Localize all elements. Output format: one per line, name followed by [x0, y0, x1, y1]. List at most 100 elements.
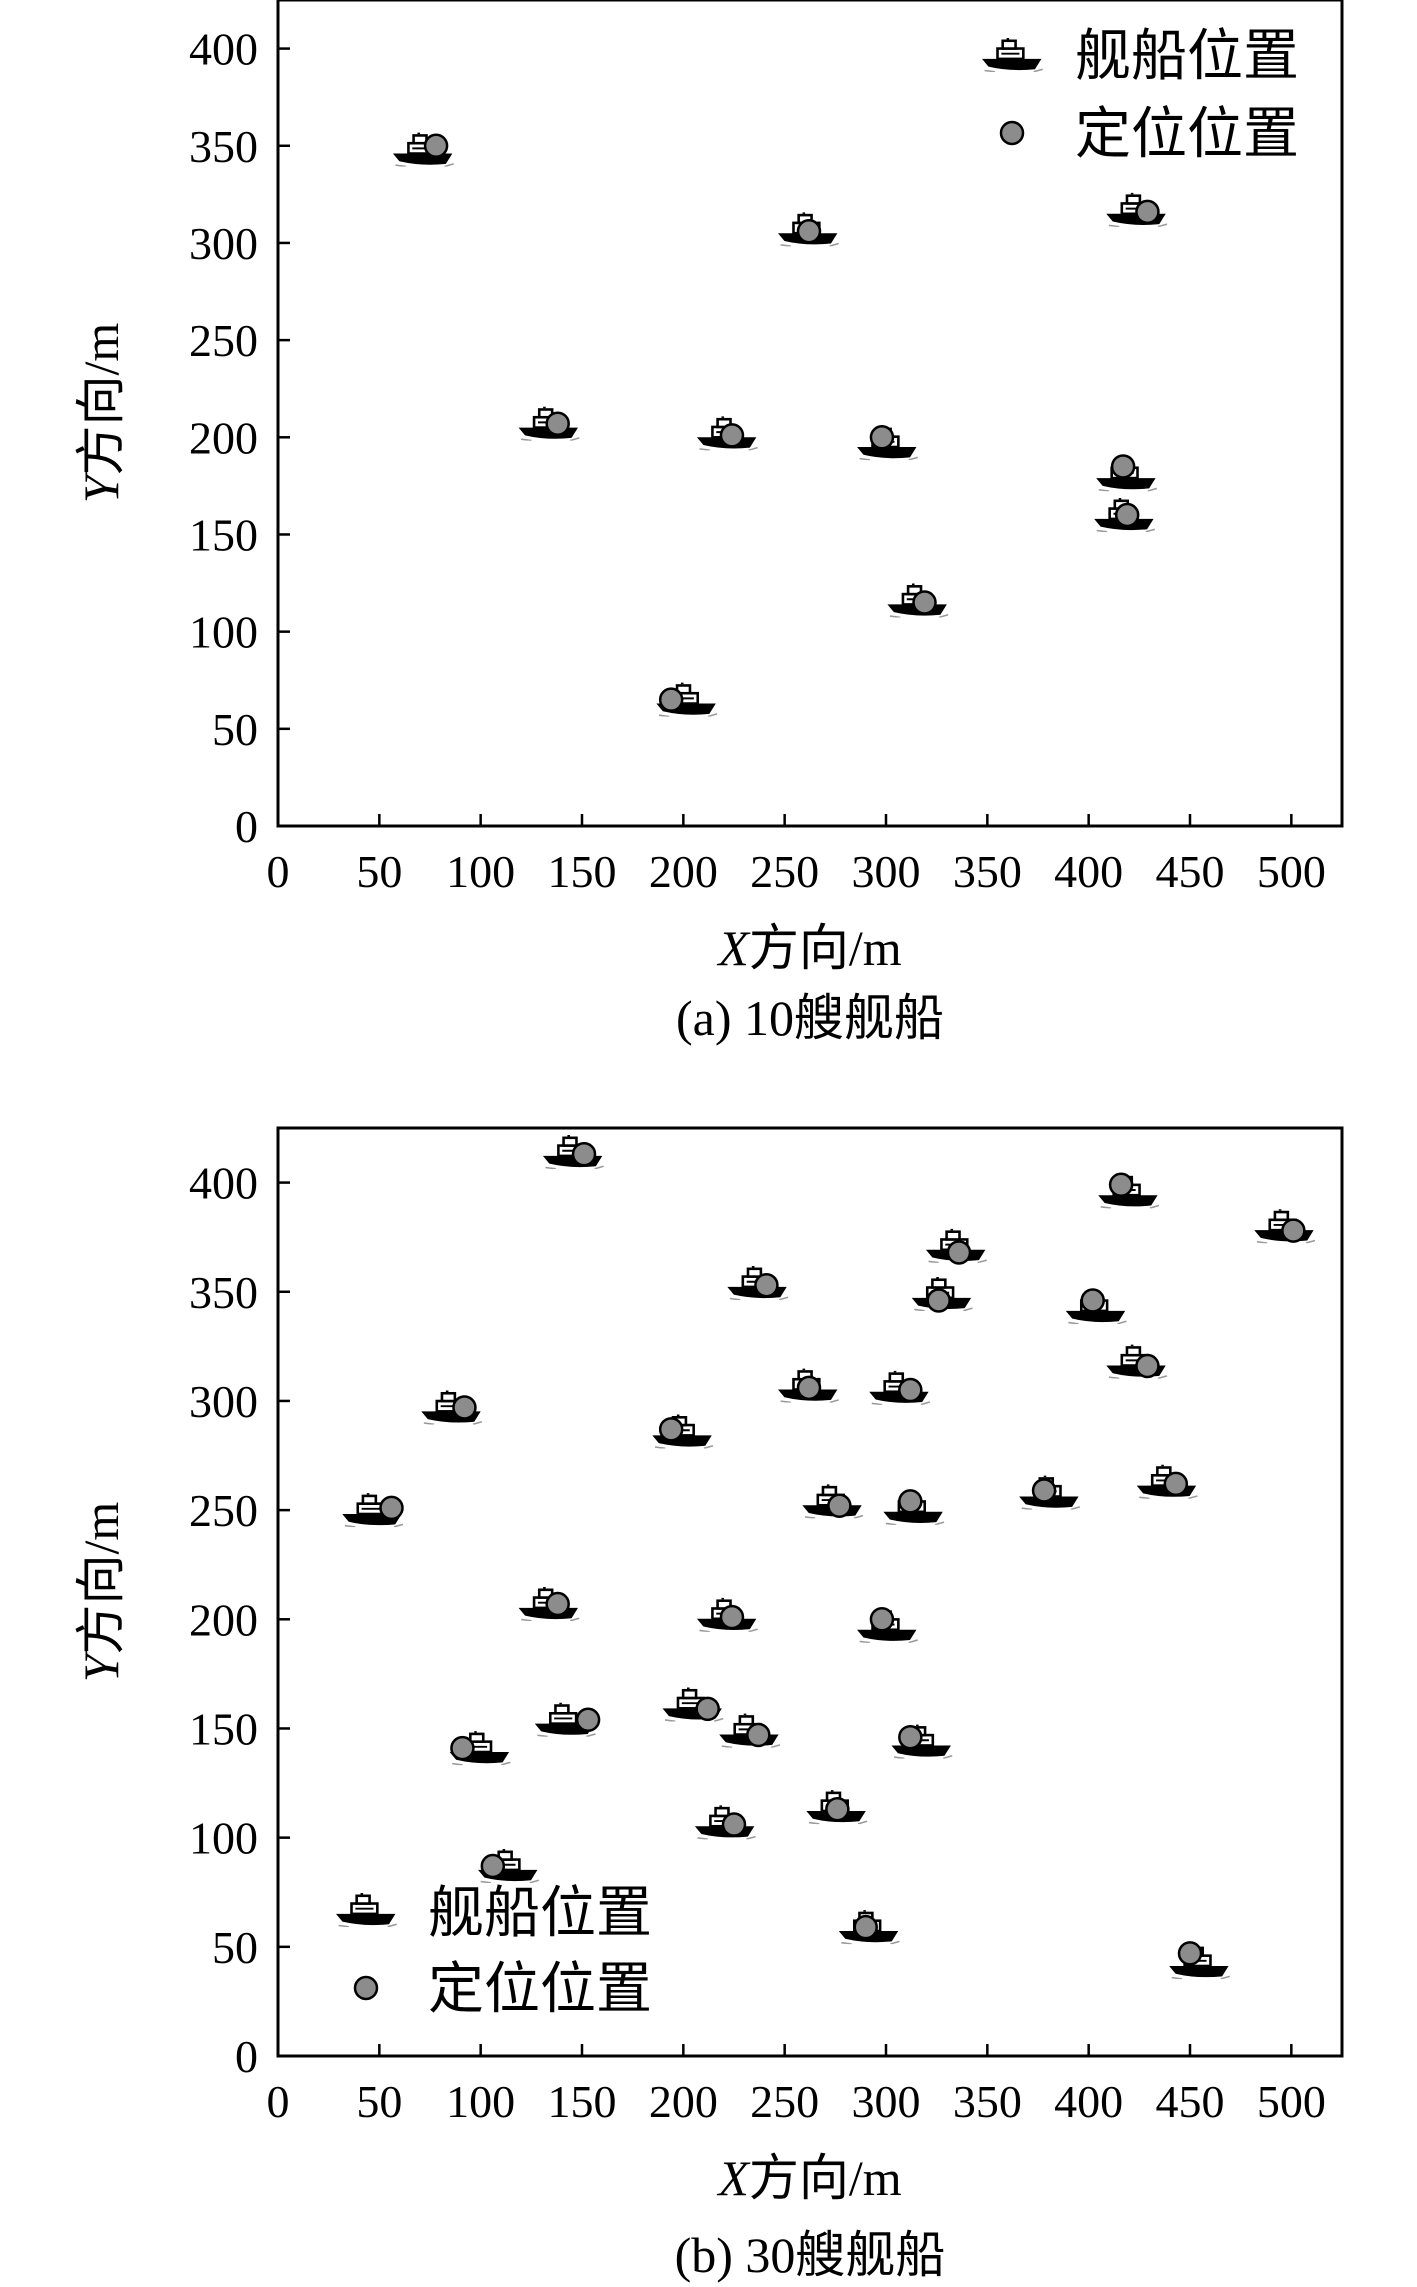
- legend-label-ship: 舰船位置: [428, 1883, 652, 1945]
- ticks: 0 50 100 150 200 250 300 350 400 450 500 0 50 100 150 2…: [189, 24, 1326, 897]
- x-tick-label: 0: [267, 2076, 290, 2127]
- y-tick-label: 350: [189, 1267, 258, 1318]
- legend-locate-icon: [999, 120, 1025, 146]
- located-position-point: [719, 1604, 745, 1630]
- y-tick-label: 350: [189, 121, 258, 172]
- legend: 舰船位置 定位位置: [336, 1883, 652, 2021]
- located-position-point: [545, 1591, 570, 1617]
- y-tick-label: 50: [212, 1922, 258, 1973]
- x-tick-label: 450: [1156, 2076, 1225, 2127]
- y-tick-label: 100: [189, 607, 258, 658]
- located-position-point: [1031, 1478, 1057, 1503]
- ticks: 0 50 100 150 200 250 300 350 400 450 500 0 50 100 150 2…: [189, 1158, 1326, 2127]
- marks: [342, 1135, 1317, 1980]
- x-tick-label: 250: [750, 2076, 819, 2127]
- x-tick-label: 250: [750, 846, 819, 897]
- located-position-point: [571, 1141, 597, 1167]
- y-tick-label: 300: [189, 218, 258, 269]
- located-position-point: [658, 687, 684, 712]
- legend-locate-icon: [353, 1975, 379, 2001]
- located-position-point: [575, 1707, 601, 1732]
- located-position-point: [1110, 454, 1136, 479]
- y-axis-label: Y方向/m: [73, 323, 129, 504]
- located-position-point: [746, 1722, 771, 1748]
- located-position-point: [452, 1395, 477, 1420]
- y-tick-label: 250: [189, 315, 258, 366]
- x-tick-label: 150: [548, 846, 617, 897]
- x-tick-label: 500: [1257, 2076, 1326, 2127]
- legend-label-locate: 定位位置: [1075, 104, 1299, 166]
- panel-a: 0 50 100 150 200 250 300 350 400 450 500 0 50 100 150 2…: [73, 0, 1344, 1046]
- y-tick-label: 400: [189, 24, 258, 75]
- x-tick-label: 200: [649, 846, 718, 897]
- located-position-point: [825, 1797, 850, 1822]
- x-tick-label: 350: [953, 2076, 1022, 2127]
- y-tick-label: 100: [189, 1813, 258, 1864]
- located-position-point: [1114, 502, 1140, 528]
- located-position-point: [898, 1724, 923, 1750]
- y-tick-label: 150: [189, 1703, 258, 1754]
- y-tick-label: 250: [189, 1485, 258, 1536]
- x-tick-label: 200: [649, 2076, 718, 2127]
- legend-ship-icon: [336, 1893, 398, 1927]
- x-tick-label: 50: [356, 2076, 402, 2127]
- panel-b: 0 50 100 150 200 250 300 350 400 450 500 0 50 100 150 2…: [73, 1126, 1344, 2283]
- located-position-point: [827, 1493, 852, 1519]
- marks: [392, 132, 1169, 717]
- x-axis-label: X方向/m: [716, 2150, 901, 2206]
- legend-label-ship: 舰船位置: [1075, 26, 1299, 88]
- y-tick-label: 0: [235, 2031, 258, 2082]
- y-tick-label: 150: [189, 509, 258, 560]
- x-tick-label: 300: [852, 846, 921, 897]
- located-position-point: [1135, 199, 1160, 225]
- y-tick-label: 300: [189, 1376, 258, 1427]
- located-position-point: [379, 1495, 404, 1521]
- x-tick-label: 450: [1156, 846, 1225, 897]
- located-position-point: [898, 1377, 923, 1403]
- x-tick-label: 0: [267, 846, 290, 897]
- located-position-point: [1163, 1471, 1189, 1497]
- located-position-point: [450, 1735, 475, 1761]
- located-position-point: [658, 1417, 684, 1442]
- located-position-point: [719, 423, 745, 448]
- x-tick-label: 50: [356, 846, 402, 897]
- located-position-point: [1080, 1288, 1105, 1313]
- x-tick-label: 100: [446, 2076, 515, 2127]
- located-position-point: [423, 133, 449, 159]
- located-position-point: [1135, 1353, 1160, 1379]
- located-position-point: [695, 1696, 720, 1722]
- y-tick-label: 200: [189, 412, 258, 463]
- located-position-point: [721, 1812, 747, 1837]
- located-position-point: [869, 425, 895, 450]
- x-tick-label: 400: [1054, 846, 1123, 897]
- figure-caption: (a) 10艘舰船: [676, 990, 944, 1046]
- x-tick-label: 300: [852, 2076, 921, 2127]
- y-tick-label: 0: [235, 801, 258, 852]
- x-axis-label: X方向/m: [716, 920, 901, 976]
- plot-frame: [276, 1126, 1344, 2058]
- legend: 舰船位置 定位位置: [982, 26, 1299, 166]
- y-tick-label: 200: [189, 1594, 258, 1645]
- x-tick-label: 500: [1257, 846, 1326, 897]
- x-tick-label: 150: [548, 2076, 617, 2127]
- x-tick-label: 100: [446, 846, 515, 897]
- located-position-point: [796, 1375, 822, 1401]
- plot-frame: [276, 0, 1344, 828]
- legend-ship-icon: [982, 38, 1044, 72]
- located-position-point: [754, 1272, 779, 1298]
- located-position-point: [926, 1288, 951, 1313]
- x-tick-label: 400: [1054, 2076, 1123, 2127]
- y-axis-label: Y方向/m: [73, 1502, 129, 1683]
- figure-caption: (b) 30艘舰船: [675, 2227, 946, 2283]
- located-position-point: [853, 1914, 878, 1940]
- located-position-point: [796, 219, 822, 244]
- y-tick-label: 400: [189, 1158, 258, 1209]
- legend-label-locate: 定位位置: [428, 1959, 652, 2021]
- located-position-point: [912, 590, 937, 615]
- located-position-point: [946, 1240, 972, 1265]
- located-position-point: [1281, 1218, 1306, 1243]
- located-position-point: [1177, 1941, 1203, 1966]
- located-position-point: [869, 1607, 895, 1632]
- located-position-point: [898, 1489, 923, 1514]
- x-tick-label: 350: [953, 846, 1022, 897]
